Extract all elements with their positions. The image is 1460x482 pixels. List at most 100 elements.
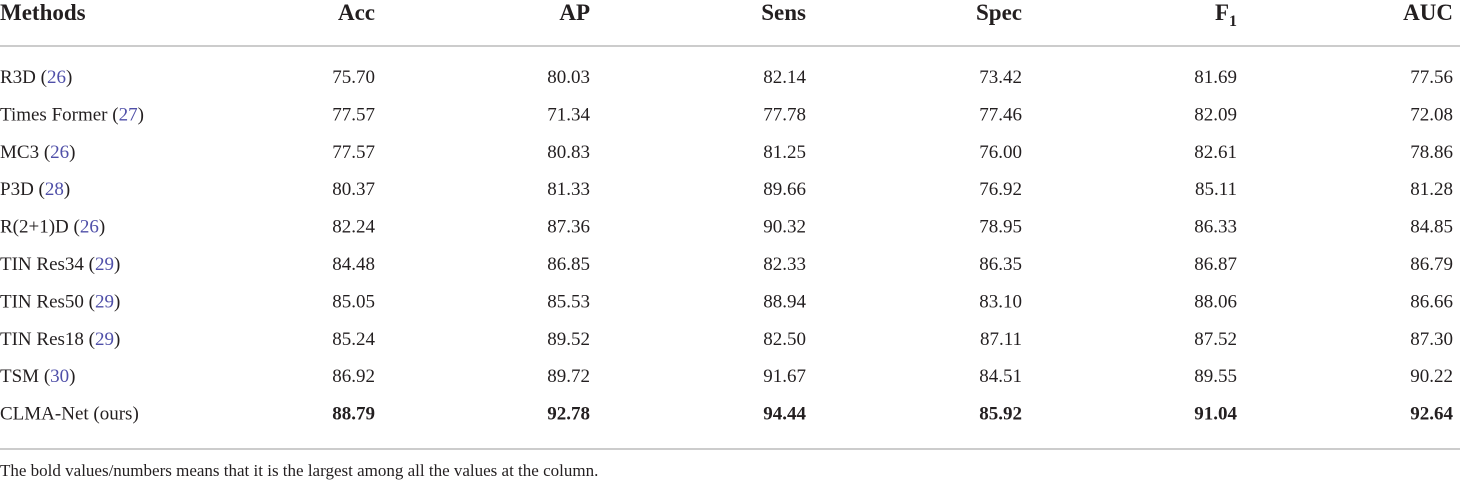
value-cell: 89.66 bbox=[763, 179, 806, 200]
method-cell: TIN Res34 (29) bbox=[0, 254, 120, 275]
value-cell: 72.08 bbox=[1410, 104, 1453, 125]
method-text: ) bbox=[114, 291, 120, 312]
value-cell: 90.22 bbox=[1410, 366, 1453, 387]
header-subscript: 1 bbox=[1229, 13, 1237, 30]
value-cell: 77.57 bbox=[332, 142, 375, 163]
value-cell: 89.52 bbox=[547, 329, 590, 350]
value-cell: 86.35 bbox=[979, 254, 1022, 275]
value-cell: 82.14 bbox=[763, 67, 806, 88]
method-text: ) bbox=[99, 217, 105, 238]
method-text: P3D ( bbox=[0, 179, 45, 200]
method-text: ) bbox=[69, 366, 75, 387]
method-cell: TSM (30) bbox=[0, 366, 75, 387]
value-cell: 80.37 bbox=[332, 179, 375, 200]
column-header: Spec bbox=[976, 0, 1022, 25]
value-cell: 86.87 bbox=[1194, 254, 1237, 275]
value-cell: 76.00 bbox=[979, 142, 1022, 163]
method-text: TIN Res50 ( bbox=[0, 291, 95, 312]
column-header: AUC bbox=[1403, 0, 1453, 25]
method-text: ) bbox=[138, 104, 144, 125]
value-cell: 82.24 bbox=[332, 217, 375, 238]
column-header: F1 bbox=[1215, 0, 1237, 30]
value-cell: 81.33 bbox=[547, 179, 590, 200]
value-cell: 82.50 bbox=[763, 329, 806, 350]
method-text: TIN Res18 ( bbox=[0, 329, 95, 350]
method-text: ) bbox=[114, 329, 120, 350]
method-text: TSM ( bbox=[0, 366, 50, 387]
method-cell: TIN Res18 (29) bbox=[0, 329, 120, 350]
method-cell: MC3 (26) bbox=[0, 142, 75, 163]
value-cell: 87.36 bbox=[547, 217, 590, 238]
value-cell: 86.33 bbox=[1194, 217, 1237, 238]
value-cell: 87.11 bbox=[980, 329, 1022, 350]
header-base: F bbox=[1215, 0, 1229, 25]
method-text: ) bbox=[114, 254, 120, 275]
value-cell: 85.53 bbox=[547, 291, 590, 312]
value-cell: 76.92 bbox=[979, 179, 1022, 200]
value-cell: 88.94 bbox=[763, 291, 806, 312]
column-header: AP bbox=[559, 0, 590, 25]
citation: 26 bbox=[80, 217, 99, 238]
value-cell: 83.10 bbox=[979, 291, 1022, 312]
column-header: Methods bbox=[0, 0, 86, 25]
value-cell: 80.83 bbox=[547, 142, 590, 163]
value-cell: 85.92 bbox=[979, 404, 1022, 425]
citation: 28 bbox=[45, 179, 64, 200]
value-cell: 91.67 bbox=[763, 366, 806, 387]
method-cell: CLMA-Net (ours) bbox=[0, 404, 139, 425]
value-cell: 78.95 bbox=[979, 217, 1022, 238]
value-cell: 85.05 bbox=[332, 291, 375, 312]
value-cell: 81.28 bbox=[1410, 179, 1453, 200]
method-text: MC3 ( bbox=[0, 142, 50, 163]
footnote: The bold values/numbers means that it is… bbox=[0, 461, 598, 480]
value-cell: 71.34 bbox=[547, 104, 590, 125]
method-text: R(2+1)D ( bbox=[0, 217, 80, 238]
citation: 26 bbox=[47, 67, 66, 88]
value-cell: 81.25 bbox=[763, 142, 806, 163]
method-text: ) bbox=[66, 67, 72, 88]
value-cell: 77.57 bbox=[332, 104, 375, 125]
method-text: Times Former ( bbox=[0, 104, 119, 125]
value-cell: 90.32 bbox=[763, 217, 806, 238]
value-cell: 73.42 bbox=[979, 67, 1022, 88]
value-cell: 78.86 bbox=[1410, 142, 1453, 163]
value-cell: 84.48 bbox=[332, 254, 375, 275]
value-cell: 87.30 bbox=[1410, 329, 1453, 350]
column-header: Sens bbox=[761, 0, 806, 25]
value-cell: 85.24 bbox=[332, 329, 375, 350]
method-cell: R3D (26) bbox=[0, 67, 72, 88]
value-cell: 81.69 bbox=[1194, 67, 1237, 88]
value-cell: 86.66 bbox=[1410, 291, 1453, 312]
value-cell: 77.56 bbox=[1410, 67, 1453, 88]
method-text: CLMA-Net (ours) bbox=[0, 404, 139, 425]
method-cell: P3D (28) bbox=[0, 179, 70, 200]
value-cell: 91.04 bbox=[1194, 404, 1237, 425]
value-cell: 82.09 bbox=[1194, 104, 1237, 125]
method-text: R3D ( bbox=[0, 67, 47, 88]
value-cell: 80.03 bbox=[547, 67, 590, 88]
value-cell: 92.78 bbox=[547, 404, 590, 425]
value-cell: 82.61 bbox=[1194, 142, 1237, 163]
value-cell: 89.72 bbox=[547, 366, 590, 387]
citation: 26 bbox=[50, 142, 69, 163]
value-cell: 89.55 bbox=[1194, 366, 1237, 387]
value-cell: 86.79 bbox=[1410, 254, 1453, 275]
value-cell: 87.52 bbox=[1194, 329, 1237, 350]
method-text: ) bbox=[64, 179, 70, 200]
citation: 27 bbox=[119, 104, 138, 125]
citation: 30 bbox=[50, 366, 69, 387]
value-cell: 77.46 bbox=[979, 104, 1022, 125]
value-cell: 75.70 bbox=[332, 67, 375, 88]
value-cell: 82.33 bbox=[763, 254, 806, 275]
method-text: ) bbox=[69, 142, 75, 163]
citation: 29 bbox=[95, 254, 114, 275]
citation: 29 bbox=[95, 329, 114, 350]
value-cell: 77.78 bbox=[763, 104, 806, 125]
value-cell: 85.11 bbox=[1195, 179, 1237, 200]
value-cell: 84.85 bbox=[1410, 217, 1453, 238]
value-cell: 92.64 bbox=[1410, 404, 1453, 425]
column-header: Acc bbox=[338, 0, 375, 25]
method-cell: TIN Res50 (29) bbox=[0, 291, 120, 312]
